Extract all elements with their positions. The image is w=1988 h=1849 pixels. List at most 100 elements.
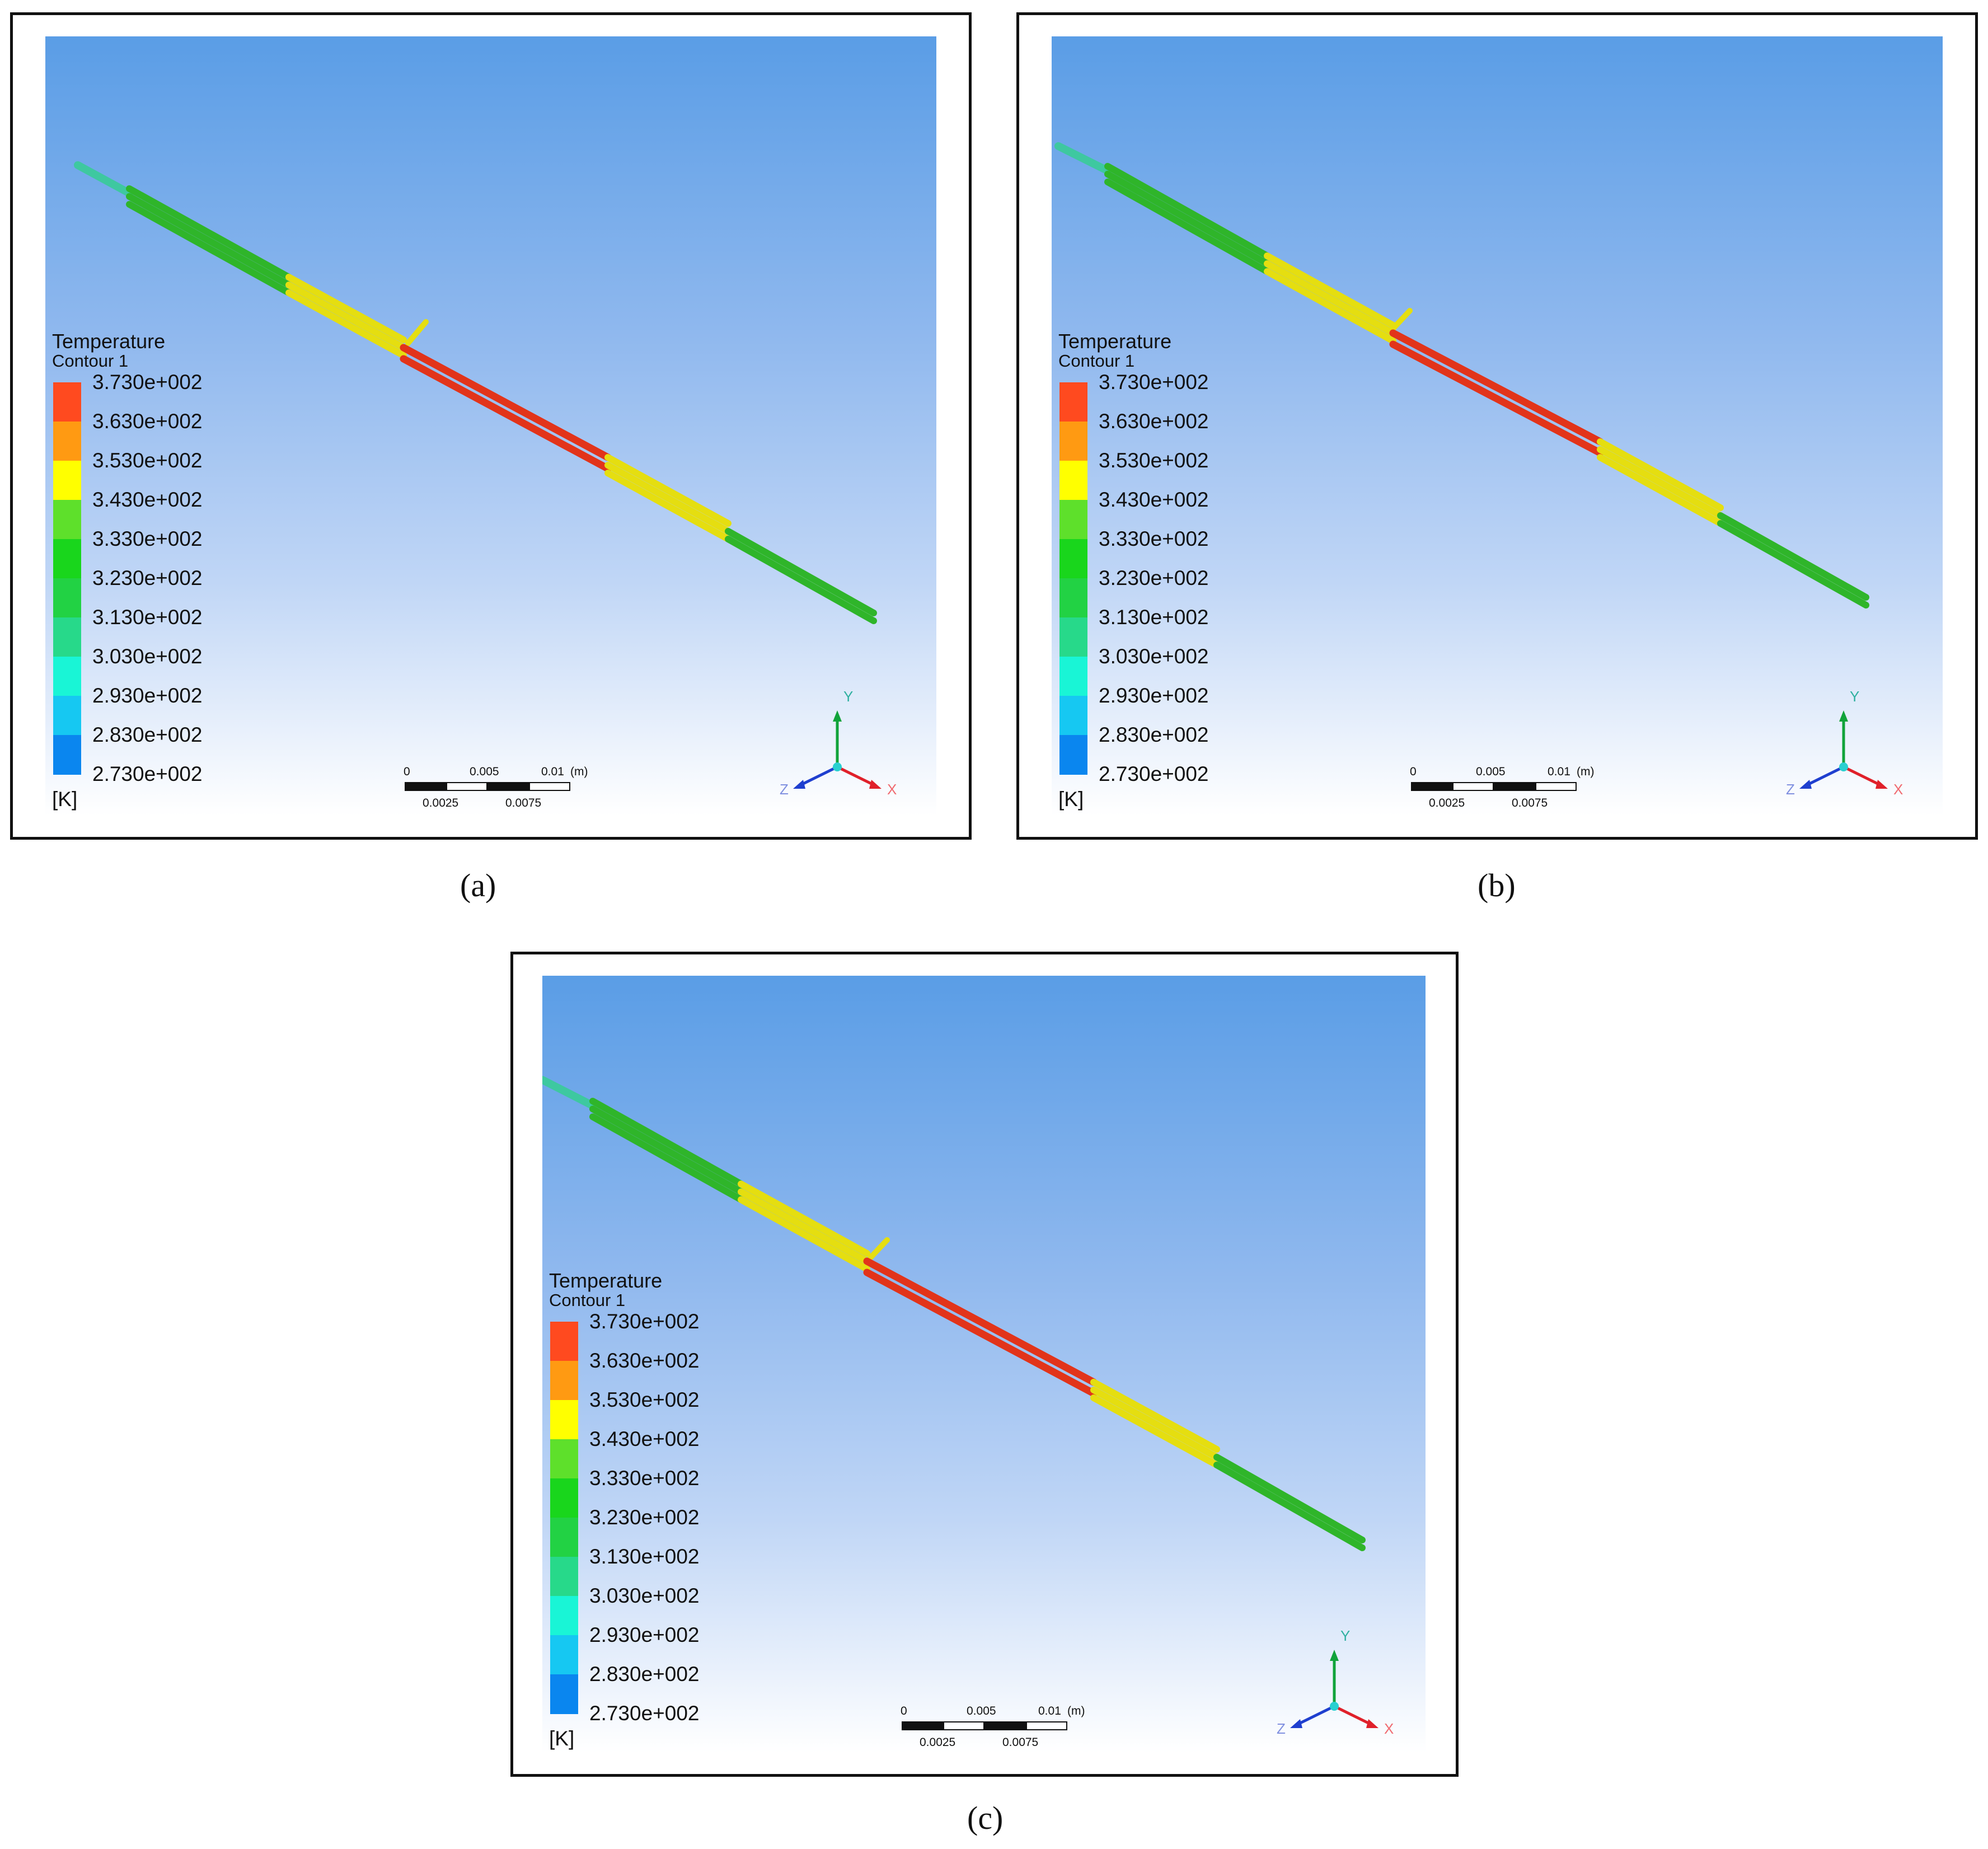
legend-tick-label: 3.530e+002 [589,1388,700,1411]
axis-triad: Y X Z [1277,1627,1394,1737]
scale-segment [1026,1721,1067,1730]
color-band [1059,617,1087,657]
temperature-legend: Temperature Contour 1 3.730e+002 3.630e+0… [1058,330,1282,811]
panel-b: Temperature Contour 1 3.730e+002 3.630e+0… [1016,12,1978,840]
color-band [1059,539,1087,579]
legend-unit: [K] [52,788,78,811]
scale-segment [902,1721,943,1730]
scale-label-001: 0.01 [1038,1705,1061,1717]
color-band [53,500,81,540]
legend-tick-label: 2.730e+002 [1099,762,1209,785]
color-band [53,539,81,579]
hot-pipe-section [1389,329,1604,457]
color-band [1059,500,1087,540]
legend-tick-label: 3.730e+002 [1099,371,1209,394]
axis-label-y: Y [1340,1627,1350,1644]
axis-label-y: Y [1850,688,1859,705]
panel-c: Temperature Contour 1 3.730e+002 3.630e+0… [510,952,1459,1777]
scale-label-00025: 0.0025 [423,797,459,809]
legend-tick-label: 3.630e+002 [92,410,203,433]
axis-label-x: X [1893,781,1903,798]
legend-tick-label: 3.530e+002 [92,449,203,472]
legend-tick-label: 2.830e+002 [1099,723,1209,746]
warm-pipe-section [1264,252,1413,344]
color-band [550,1635,578,1675]
color-bar [1059,382,1087,775]
temperature-legend: Temperature Contour 1 3.730e+002 3.630e+0… [549,1269,773,1750]
color-band [53,382,81,422]
legend-title: Temperature [52,330,166,353]
legend-tick-label: 3.130e+002 [92,606,203,629]
legend-tick-label: 2.730e+002 [92,762,203,785]
color-band [550,1400,578,1440]
axis-label-x: X [887,781,897,798]
color-band [53,617,81,657]
legend-tick-label: 2.830e+002 [92,723,203,746]
axis-label-z: Z [1277,1720,1286,1737]
legend-tick-label: 2.830e+002 [589,1663,700,1686]
scale-segment [405,782,446,791]
hot-pipe-section [400,344,612,472]
pipe-geometry [1054,142,1869,608]
legend-title: Temperature [549,1269,663,1292]
scale-label-001: 0.01 [541,765,564,778]
color-band [550,1674,578,1714]
legend-tick-label: 3.030e+002 [92,645,203,668]
color-band [550,1596,578,1636]
legend-tick-label: 3.130e+002 [589,1545,700,1568]
temperature-legend: Temperature Contour 1 3.730e+002 3.630e+0… [52,330,276,811]
scale-label-unit: (m) [1067,1705,1085,1717]
legend-unit: [K] [549,1727,575,1750]
legend-tick-label: 2.930e+002 [1099,684,1209,707]
scale-label-00075: 0.0075 [505,797,542,809]
legend-tick-label: 3.330e+002 [1099,527,1209,550]
scale-label-0005: 0.005 [470,765,499,778]
color-band [53,422,81,461]
legend-tick-label: 2.930e+002 [589,1623,700,1646]
color-band [53,657,81,696]
color-band [53,578,81,618]
caption-a: (a) [460,867,496,904]
legend-tick-label: 3.430e+002 [589,1427,700,1450]
legend-tick-label: 2.930e+002 [92,684,203,707]
scale-segment [487,782,529,791]
axis-label-y: Y [843,688,853,705]
legend-tick-label: 3.530e+002 [1099,449,1209,472]
panel-a: Temperature Contour 1 3.730e+002 3.630e+0… [10,12,972,840]
cool-pipe-section [589,1098,744,1203]
cool-pipe-section [1104,163,1270,275]
legend-tick-label: 3.330e+002 [589,1467,700,1490]
scale-label-unit: (m) [1577,765,1595,778]
scale-bar: 0 0.005 0.01 (m) 0.0025 0.0075 [404,765,594,816]
color-band [53,461,81,500]
scale-label-0005: 0.005 [1476,765,1506,778]
scale-segment [1535,782,1577,791]
legend-tick-label: 3.230e+002 [589,1506,700,1529]
color-band [550,1361,578,1401]
legend-tick-label: 3.730e+002 [589,1310,700,1333]
scale-label-00025: 0.0025 [1429,797,1465,809]
color-band [550,1322,578,1361]
scale-segment [1494,782,1535,791]
scale-segment [943,1721,984,1730]
caption-b: (b) [1478,867,1516,904]
scale-label-001: 0.01 [1548,765,1570,778]
color-bar [53,382,81,775]
legend-unit: [K] [1058,788,1084,811]
scale-bar: 0 0.005 0.01 (m) 0.0025 0.0075 [901,1705,1091,1753]
legend-tick-label: 3.030e+002 [1099,645,1209,668]
axis-label-z: Z [1786,781,1795,798]
caption-c: (c) [967,1800,1004,1836]
legend-tick-label: 3.030e+002 [589,1584,700,1607]
legend-tick-label: 2.730e+002 [589,1702,700,1725]
legend-title: Temperature [1058,330,1172,353]
scale-label-0: 0 [404,765,410,778]
color-band [1059,382,1087,422]
scale-label-unit: (m) [570,765,588,778]
legend-tick-label: 3.630e+002 [589,1349,700,1372]
scale-label-00025: 0.0025 [920,1736,956,1749]
legend-tick-label: 3.130e+002 [1099,606,1209,629]
legend-tick-label: 3.330e+002 [92,527,203,550]
legend-subtitle: Contour 1 [549,1290,626,1310]
color-band [1059,657,1087,696]
